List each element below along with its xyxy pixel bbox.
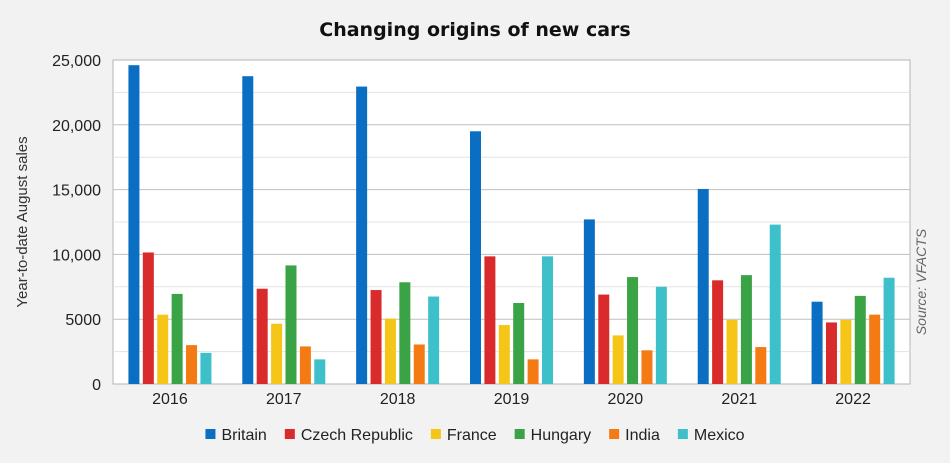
y-axis-label: Year-to-date August sales bbox=[14, 136, 31, 307]
bar-czech-republic-2019 bbox=[484, 256, 496, 384]
bar-mexico-2018 bbox=[428, 296, 440, 384]
y-axis-ticks: 0 5000 10,000 15,000 20,000 25,000 bbox=[52, 53, 101, 394]
legend-label-britain: Britain bbox=[221, 427, 266, 444]
legend-swatch-india bbox=[609, 429, 620, 439]
bar-india-2020 bbox=[641, 350, 653, 384]
bar-france-2016 bbox=[157, 314, 169, 384]
bar-britain-2016 bbox=[128, 65, 140, 385]
bar-hungary-2020 bbox=[627, 277, 639, 384]
bar-britain-2022 bbox=[811, 301, 823, 384]
bar-britain-2019 bbox=[470, 131, 481, 384]
bar-hungary-2019 bbox=[513, 303, 525, 384]
y-tick-label: 10,000 bbox=[52, 247, 101, 264]
x-tick-label: 2019 bbox=[494, 391, 530, 408]
bar-mexico-2021 bbox=[769, 224, 781, 384]
legend-swatch-hungary bbox=[514, 429, 525, 439]
bar-hungary-2022 bbox=[854, 295, 866, 384]
bar-czech-republic-2021 bbox=[712, 280, 724, 384]
legend-label-mexico: Mexico bbox=[694, 427, 745, 444]
bar-mexico-2017 bbox=[314, 359, 326, 384]
y-tick-label: 25,000 bbox=[52, 53, 101, 70]
legend-swatch-france bbox=[430, 429, 441, 439]
legend-swatch-britain bbox=[205, 429, 216, 439]
bar-czech-republic-2017 bbox=[256, 288, 268, 384]
bar-india-2021 bbox=[755, 347, 767, 384]
y-tick-label: 0 bbox=[92, 377, 101, 394]
legend-label-czech-republic: Czech Republic bbox=[301, 427, 413, 444]
legend: Britain Czech Republic France Hungary India M… bbox=[205, 427, 745, 444]
legend-label-hungary: Hungary bbox=[531, 427, 591, 444]
bar-france-2022 bbox=[840, 319, 852, 384]
bar-france-2020 bbox=[612, 335, 624, 384]
bar-czech-republic-2016 bbox=[142, 252, 154, 384]
bar-france-2017 bbox=[271, 323, 283, 384]
bar-hungary-2021 bbox=[740, 275, 752, 384]
y-tick-label: 15,000 bbox=[52, 183, 101, 200]
bar-britain-2020 bbox=[583, 219, 595, 384]
x-tick-label: 2016 bbox=[152, 391, 188, 408]
bar-czech-republic-2022 bbox=[825, 322, 837, 384]
bar-france-2018 bbox=[384, 318, 396, 384]
x-tick-label: 2021 bbox=[721, 391, 757, 408]
bar-mexico-2019 bbox=[542, 256, 553, 384]
bar-czech-republic-2018 bbox=[370, 290, 382, 384]
bar-india-2016 bbox=[186, 345, 198, 384]
bar-india-2017 bbox=[299, 346, 311, 384]
bar-india-2022 bbox=[869, 314, 881, 384]
bar-india-2018 bbox=[413, 344, 425, 384]
legend-swatch-czech-republic bbox=[284, 429, 295, 439]
x-axis-ticks: 2016 2017 2018 2019 2020 2021 2022 bbox=[152, 391, 871, 408]
bar-hungary-2017 bbox=[285, 265, 297, 384]
legend-swatch-mexico bbox=[677, 429, 688, 439]
bar-britain-2021 bbox=[697, 188, 709, 384]
bar-britain-2018 bbox=[356, 86, 368, 385]
legend-label-india: India bbox=[625, 427, 660, 444]
bar-mexico-2016 bbox=[200, 352, 212, 384]
bar-mexico-2020 bbox=[655, 286, 667, 384]
bar-france-2021 bbox=[726, 319, 738, 384]
x-tick-label: 2020 bbox=[608, 391, 644, 408]
bar-hungary-2018 bbox=[399, 282, 411, 384]
bar-india-2019 bbox=[527, 359, 539, 384]
x-tick-label: 2017 bbox=[266, 391, 302, 408]
bars bbox=[128, 65, 895, 385]
bar-france-2019 bbox=[498, 325, 510, 384]
bar-hungary-2016 bbox=[171, 293, 183, 384]
y-tick-label: 20,000 bbox=[52, 118, 101, 135]
x-tick-label: 2018 bbox=[380, 391, 416, 408]
legend-label-france: France bbox=[447, 427, 497, 444]
bar-mexico-2022 bbox=[883, 277, 895, 384]
x-tick-label: 2022 bbox=[835, 391, 871, 408]
bar-czech-republic-2020 bbox=[598, 294, 610, 384]
source-note: Source: VFACTS bbox=[913, 228, 929, 335]
y-tick-label: 5000 bbox=[65, 312, 101, 329]
bar-britain-2017 bbox=[242, 76, 254, 384]
chart-title: Changing origins of new cars bbox=[319, 19, 630, 41]
